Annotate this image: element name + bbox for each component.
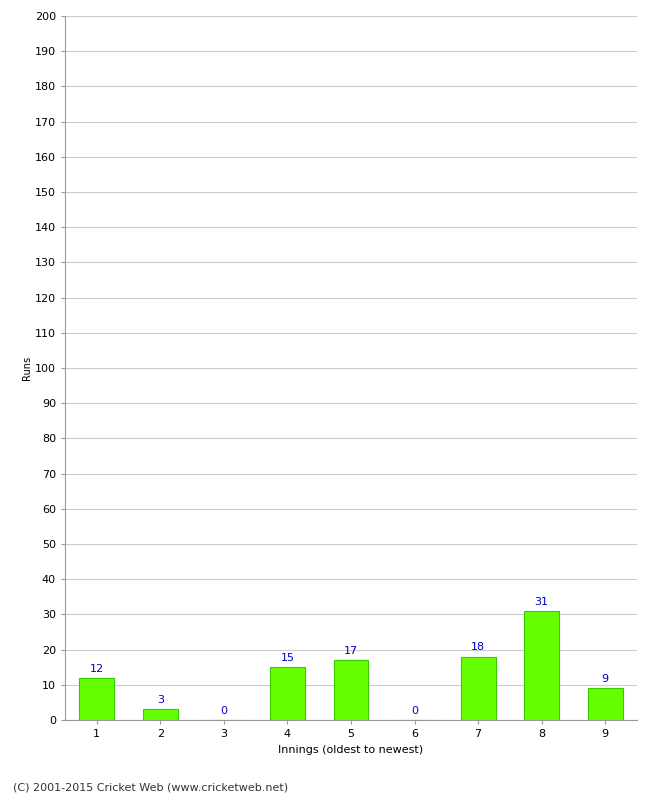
Text: 9: 9 bbox=[602, 674, 609, 684]
Y-axis label: Runs: Runs bbox=[22, 356, 32, 380]
Text: (C) 2001-2015 Cricket Web (www.cricketweb.net): (C) 2001-2015 Cricket Web (www.cricketwe… bbox=[13, 782, 288, 792]
Text: 0: 0 bbox=[411, 706, 418, 716]
Bar bbox=[524, 611, 559, 720]
Text: 31: 31 bbox=[535, 597, 549, 606]
Bar bbox=[143, 710, 178, 720]
Text: 12: 12 bbox=[90, 663, 104, 674]
Text: 0: 0 bbox=[220, 706, 228, 716]
Bar bbox=[270, 667, 305, 720]
Bar bbox=[588, 688, 623, 720]
Bar bbox=[461, 657, 495, 720]
Text: 18: 18 bbox=[471, 642, 485, 653]
Text: 15: 15 bbox=[280, 653, 294, 663]
X-axis label: Innings (oldest to newest): Innings (oldest to newest) bbox=[278, 745, 424, 754]
Bar bbox=[333, 660, 369, 720]
Bar bbox=[79, 678, 114, 720]
Text: 17: 17 bbox=[344, 646, 358, 656]
Text: 3: 3 bbox=[157, 695, 164, 706]
